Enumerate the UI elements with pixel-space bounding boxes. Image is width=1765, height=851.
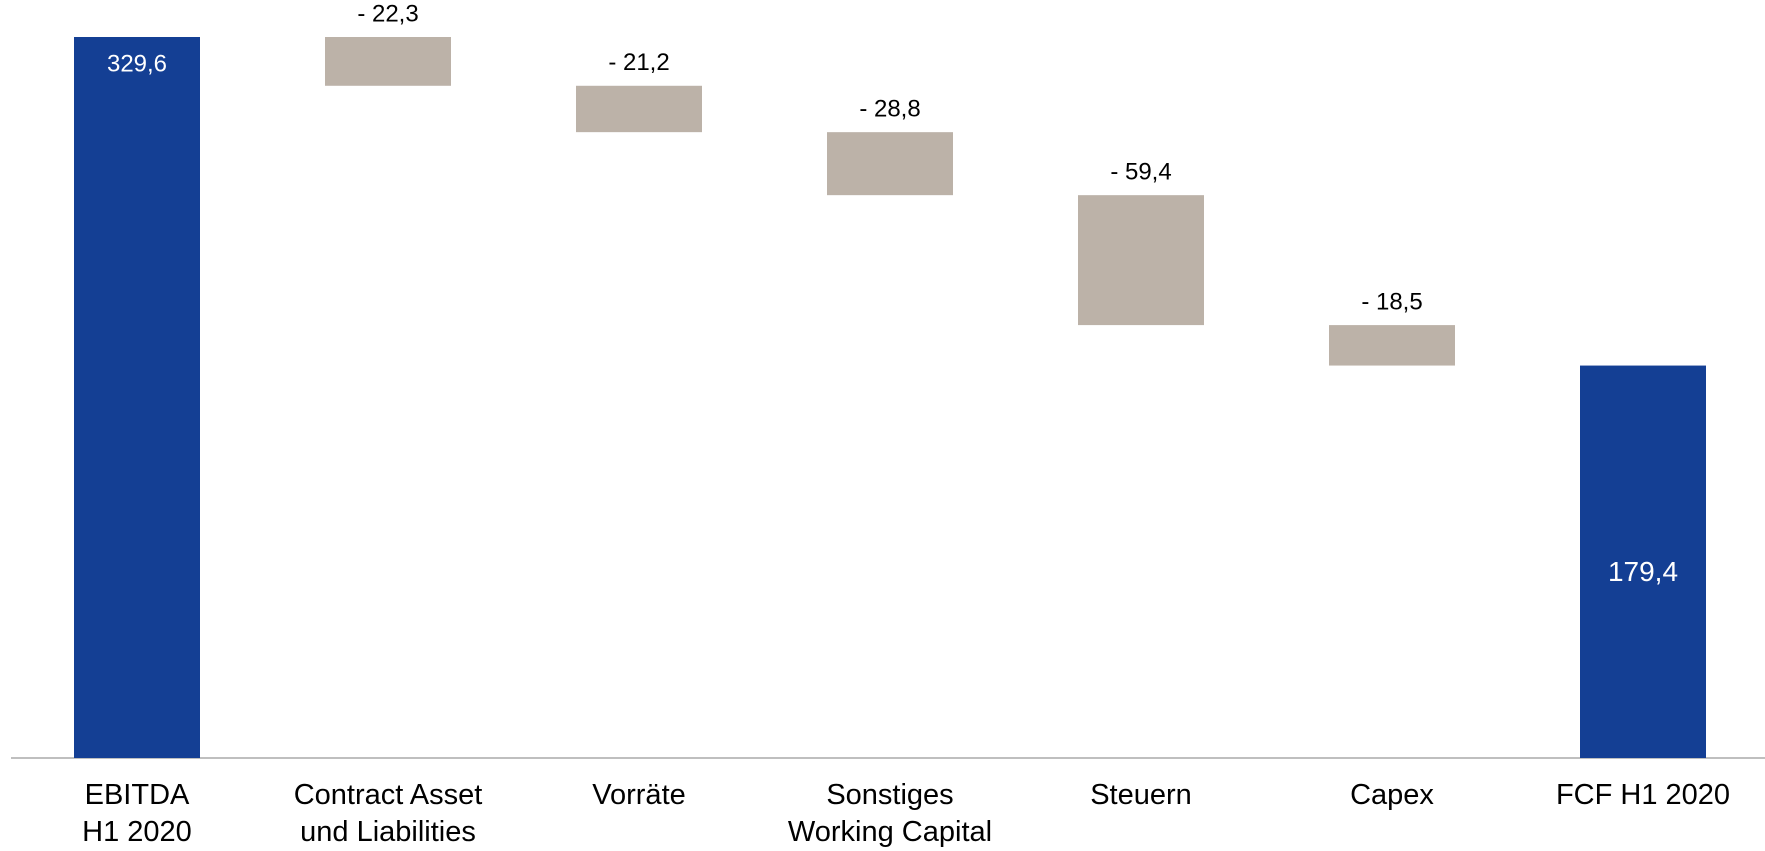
bar: [1078, 195, 1204, 326]
bar: [1580, 365, 1706, 758]
value-label: - 28,8: [859, 96, 920, 123]
bar: [576, 85, 702, 133]
x-tick-label: FCF H1 2020: [1555, 779, 1731, 811]
value-label: - 59,4: [1110, 159, 1171, 186]
bar: [827, 132, 953, 196]
x-tick-label: Capex: [1350, 779, 1434, 811]
x-tick-label: Sonstiges Working Capital: [787, 779, 993, 848]
value-label: - 21,2: [608, 49, 669, 76]
value-label: 179,4: [1608, 556, 1678, 587]
x-tick-label: Steuern: [1090, 779, 1192, 811]
value-label: - 22,3: [357, 0, 418, 27]
x-tick-label: Vorräte: [592, 779, 686, 811]
value-label: 329,6: [107, 50, 167, 77]
bar: [1329, 325, 1455, 366]
bar: [325, 37, 451, 86]
x-tick-label: EBITDA H1 2020: [82, 779, 192, 848]
value-label: - 18,5: [1361, 288, 1422, 315]
x-tick-label: Contract Asset und Liabilities: [293, 779, 483, 848]
bar: [74, 37, 200, 758]
